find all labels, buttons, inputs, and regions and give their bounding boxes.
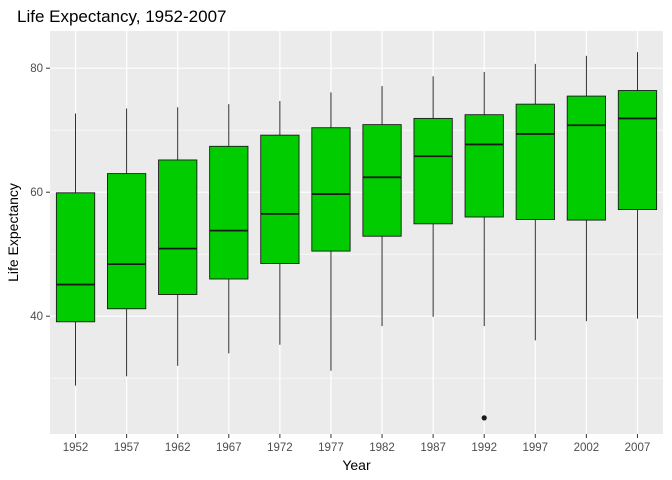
- x-tick-label: 1967: [216, 442, 242, 454]
- plot-panel: [50, 31, 663, 434]
- y-tick-label: 60: [30, 187, 43, 199]
- x-axis-title: Year: [342, 457, 371, 473]
- box-iqr: [464, 114, 504, 218]
- box-iqr: [55, 192, 96, 323]
- y-tick-label: 80: [30, 63, 43, 75]
- x-tick-label: 1957: [114, 442, 140, 454]
- box-iqr: [209, 145, 249, 280]
- chart-title: Life Expectancy, 1952-2007: [17, 7, 227, 26]
- outlier-point: [481, 415, 487, 421]
- y-tick-label: 40: [30, 311, 43, 323]
- x-tick-label: 1977: [318, 442, 344, 454]
- box-1977: [311, 92, 351, 371]
- box-1957: [107, 108, 147, 377]
- box-1997: [515, 63, 555, 341]
- box-1972: [260, 101, 300, 345]
- x-tick-label: 1982: [369, 442, 395, 454]
- box-2007: [617, 52, 658, 319]
- x-tick-label: 1987: [420, 442, 446, 454]
- box-iqr: [413, 117, 453, 225]
- box-2002: [566, 55, 606, 322]
- box-1987: [413, 76, 453, 317]
- box-1962: [158, 107, 198, 366]
- box-layer: [55, 52, 658, 421]
- box-iqr: [362, 124, 402, 237]
- box-1967: [209, 104, 249, 354]
- axis-layer: 40 60 80 1952 1957 1962 1967 1972 1977 1982 1987 19…: [30, 63, 650, 454]
- x-tick-label: 1992: [471, 442, 497, 454]
- box-iqr: [515, 103, 555, 220]
- y-axis-title: Life Expectancy: [5, 183, 21, 282]
- box-iqr: [311, 127, 351, 252]
- box-iqr: [260, 134, 300, 264]
- box-iqr: [566, 95, 606, 221]
- x-tick-label: 1972: [267, 442, 293, 454]
- x-tick-label: 1952: [63, 442, 89, 454]
- x-tick-label: 2002: [574, 442, 600, 454]
- box-1982: [362, 86, 402, 327]
- x-tick-label: 1997: [522, 442, 548, 454]
- box-1952: [55, 113, 96, 386]
- box-iqr: [107, 173, 147, 310]
- box-iqr: [617, 90, 658, 211]
- x-tick-label: 2007: [625, 442, 651, 454]
- x-tick-label: 1962: [165, 442, 191, 454]
- box-1992: [464, 71, 504, 421]
- box-iqr: [158, 159, 198, 295]
